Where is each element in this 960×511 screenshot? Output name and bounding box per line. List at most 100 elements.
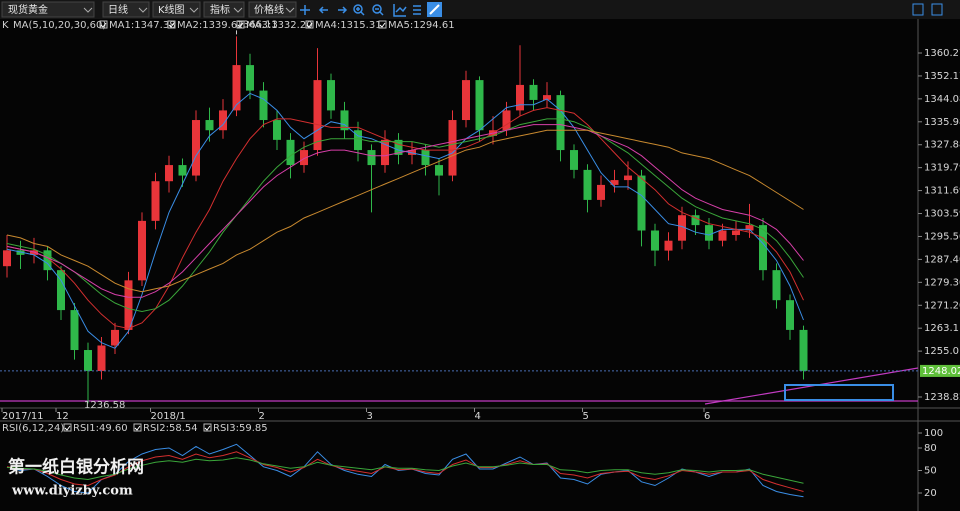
y-tick-label: 50 <box>924 466 937 477</box>
legend-check <box>379 22 386 28</box>
legend-label: RSI3:59.85 <box>213 423 268 434</box>
candle-body <box>97 345 106 371</box>
candle-body <box>232 65 241 111</box>
chart-type-label: K线图 <box>158 3 185 16</box>
candle-body <box>651 230 659 251</box>
watermark-url: www.diyizby.com <box>11 484 133 499</box>
x-tick-label: 2 <box>259 411 265 422</box>
y-tick-label: 1327.88 <box>924 140 960 151</box>
candle-body <box>624 175 632 181</box>
dropdown-icon <box>189 7 199 13</box>
y-tick-label: 1287.40 <box>924 254 960 265</box>
candle-body <box>205 120 214 131</box>
candle-body <box>732 230 740 236</box>
indicator-select[interactable] <box>203 1 245 18</box>
legend-checkbox <box>305 20 314 29</box>
drawn-box <box>784 384 894 401</box>
dropdown-icon <box>138 7 148 13</box>
candle-body <box>367 150 376 166</box>
legend-check <box>204 425 211 431</box>
candle-body <box>151 181 160 221</box>
low-label: 1236.58 <box>84 400 125 411</box>
legend-checkbox <box>203 423 212 432</box>
candle-body <box>43 250 52 271</box>
y-tick-label: 1279.30 <box>924 277 960 288</box>
plot: 1360.27 1352.17 1344.08 1335.98 1327.88 1319.… <box>0 19 960 499</box>
y-tick-label: 1311.69 <box>924 186 960 197</box>
y-tick-label: 1335.98 <box>924 117 960 128</box>
period-select[interactable] <box>102 1 150 18</box>
dropdown-icon <box>233 7 243 13</box>
candle-body <box>394 139 403 155</box>
candle-body <box>786 300 794 330</box>
y-tick-label: 1295.50 <box>924 231 960 242</box>
candle-body <box>610 180 619 185</box>
y-tick-label: 20 <box>924 488 937 499</box>
legend-label: MA5:1294.61 <box>388 20 455 31</box>
candle-body <box>745 225 754 231</box>
candle-body <box>70 310 79 351</box>
candle-body <box>799 329 808 371</box>
candle-body <box>502 110 511 131</box>
candle-body <box>448 120 457 176</box>
y-tick-label: 1271.20 <box>924 300 960 311</box>
legend-label: RSI1:49.60 <box>73 423 128 434</box>
candle-body <box>286 139 295 166</box>
candle-body <box>219 110 227 131</box>
x-tick-label: 2018/1 <box>151 411 186 422</box>
legend-checkbox <box>99 20 108 29</box>
tool-icons[interactable] <box>300 4 421 17</box>
candle-body <box>516 84 524 111</box>
legend-check <box>306 22 313 28</box>
legend-check <box>100 22 107 28</box>
series-line <box>6 124 804 298</box>
legend-checkbox <box>167 20 176 29</box>
candle-body <box>57 270 65 311</box>
x-tick-label: 5 <box>583 411 589 422</box>
candle-body <box>421 150 430 166</box>
candle-body <box>273 120 281 140</box>
candle-body <box>3 250 11 267</box>
legend-check <box>134 425 141 431</box>
legend-checkbox <box>63 423 72 432</box>
candle-body <box>475 80 484 131</box>
candle-body <box>705 225 713 241</box>
candle-body <box>556 95 565 151</box>
last-price-label: 1248.02 <box>922 366 960 377</box>
candle-body <box>583 169 592 200</box>
high-label: 1366.13 <box>237 19 278 30</box>
indicator-label: 指标 <box>210 3 230 16</box>
candle-body <box>340 110 349 131</box>
legend-label: MA1:1347.38 <box>109 20 176 31</box>
candle-body <box>597 184 605 200</box>
y-tick-label: 1360.27 <box>924 48 960 59</box>
candle-body <box>664 240 673 251</box>
candle-body <box>529 84 538 100</box>
candle-body <box>259 90 268 121</box>
x-tick-label: 6 <box>704 411 710 422</box>
legend-checkbox <box>378 20 387 29</box>
chart-type-select[interactable] <box>152 1 201 18</box>
ma-label: MA(5,10,20,30,60) <box>13 20 106 31</box>
rsi-title: RSI(6,12,24) <box>2 423 64 434</box>
series-line <box>6 457 804 484</box>
price-line-select[interactable] <box>248 1 297 18</box>
candle-body <box>30 250 38 255</box>
series-line <box>6 451 804 492</box>
candle-body <box>543 95 551 100</box>
legend-check <box>168 22 175 28</box>
legend-label: MA3:1332.20 <box>246 20 313 31</box>
window-icon[interactable] <box>912 3 924 16</box>
y-tick-label: 80 <box>924 443 937 454</box>
symbol-select[interactable] <box>1 1 95 18</box>
window-icon[interactable] <box>931 3 943 16</box>
period-label: 日线 <box>108 3 128 16</box>
x-tick-label: 3 <box>367 411 373 422</box>
candle-body <box>772 270 781 301</box>
candle-body <box>300 150 308 166</box>
candle-body <box>435 165 443 176</box>
candle-body <box>246 65 254 91</box>
legend-check <box>64 425 71 431</box>
